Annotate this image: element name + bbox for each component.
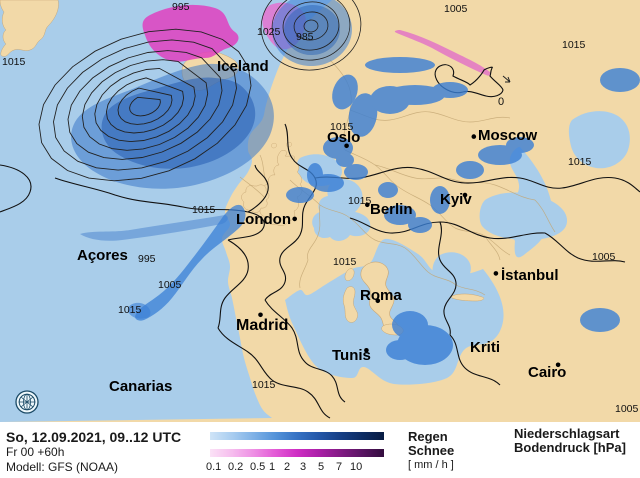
svg-text:İstanbul: İstanbul — [501, 267, 559, 284]
svg-text:1015: 1015 — [568, 156, 592, 168]
svg-text:1015: 1015 — [333, 256, 357, 268]
svg-text:1005: 1005 — [592, 251, 616, 263]
svg-text:1005: 1005 — [444, 3, 468, 15]
svg-text:1015: 1015 — [2, 56, 26, 68]
svg-text:1015: 1015 — [252, 379, 276, 391]
svg-text:Kyiv: Kyiv — [440, 191, 472, 208]
svg-text:Açores: Açores — [77, 247, 128, 264]
svg-text:1015: 1015 — [118, 304, 142, 316]
svg-text:995: 995 — [172, 1, 190, 13]
svg-text:Tunis: Tunis — [332, 347, 371, 364]
svg-text:Oslo: Oslo — [327, 129, 360, 146]
svg-text:995: 995 — [138, 253, 156, 265]
svg-text:Roma: Roma — [360, 287, 402, 304]
svg-text:1015: 1015 — [562, 39, 586, 51]
svg-text:1025: 1025 — [257, 26, 281, 38]
svg-text:Kriti: Kriti — [470, 339, 500, 356]
svg-text:985: 985 — [296, 31, 314, 43]
svg-text:Iceland: Iceland — [217, 58, 269, 75]
svg-text:Canarias: Canarias — [109, 378, 172, 395]
svg-text:Madrid: Madrid — [236, 317, 288, 334]
svg-text:0: 0 — [498, 96, 504, 108]
svg-text:Cairo: Cairo — [528, 364, 566, 381]
svg-text:1005: 1005 — [615, 403, 639, 415]
svg-text:1005: 1005 — [158, 279, 182, 291]
svg-text:Berlin: Berlin — [370, 201, 413, 218]
svg-text:London: London — [236, 211, 291, 228]
svg-text:1015: 1015 — [192, 204, 216, 216]
svg-text:Moscow: Moscow — [478, 127, 538, 144]
